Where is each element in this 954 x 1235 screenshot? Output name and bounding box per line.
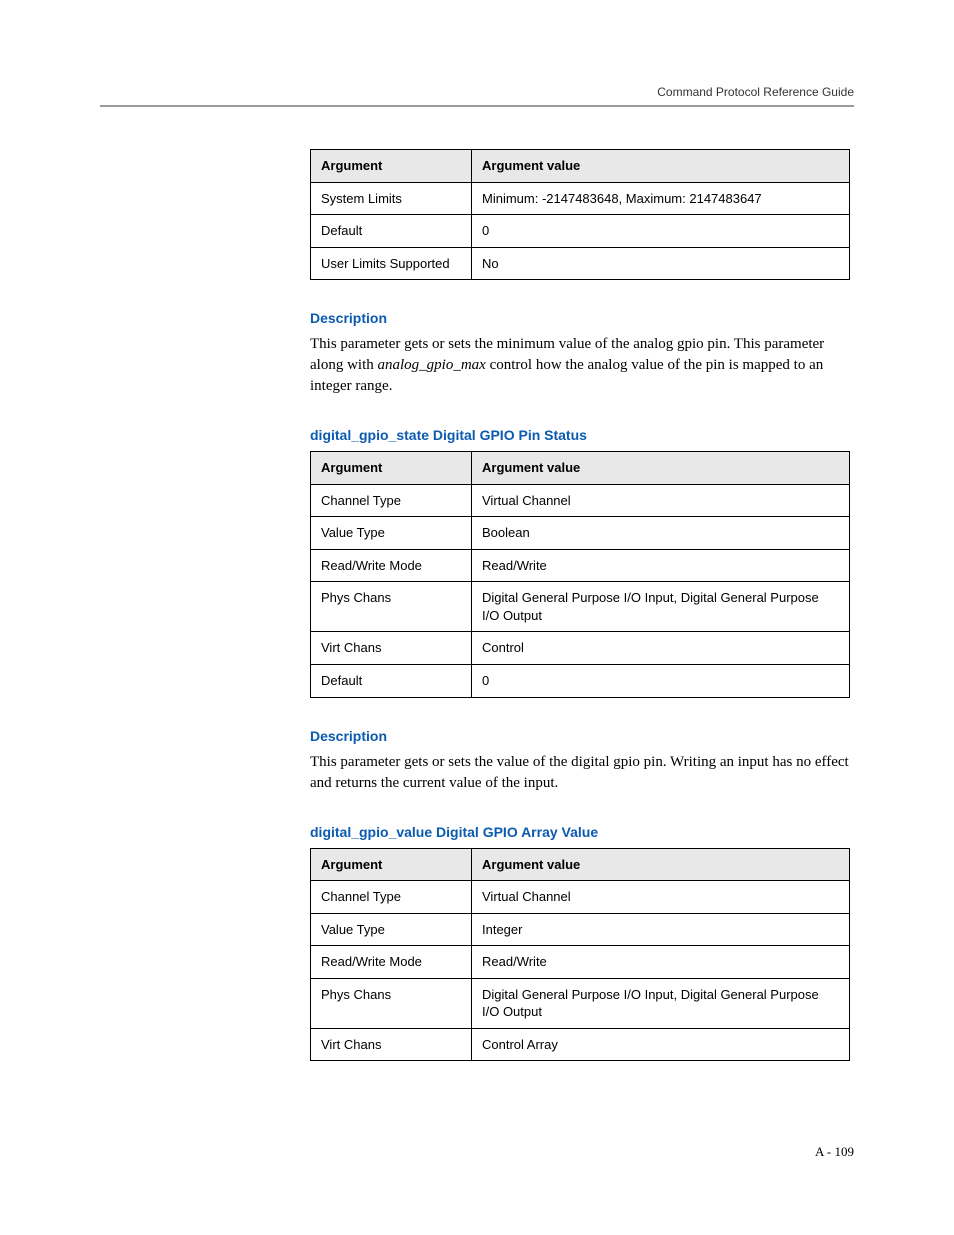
cell-value: Digital General Purpose I/O Input, Digit… [472,582,850,632]
table-row: Default 0 [311,215,850,248]
cell-argument: Phys Chans [311,582,472,632]
cell-argument: Channel Type [311,881,472,914]
table-row: Channel Type Virtual Channel [311,881,850,914]
desc-text-em: analog_gpio_max [378,357,486,373]
cell-argument: Value Type [311,913,472,946]
table-row: Virt Chans Control Array [311,1028,850,1061]
cell-value: Virtual Channel [472,484,850,517]
content-area: Argument Argument value System Limits Mi… [310,149,850,1061]
col-header-argument: Argument [311,848,472,881]
cell-value: 0 [472,665,850,698]
table-row: Value Type Integer [311,913,850,946]
cell-argument: Virt Chans [311,632,472,665]
section-heading-digital-gpio-state: digital_gpio_state Digital GPIO Pin Stat… [310,427,850,443]
table-row: Read/Write Mode Read/Write [311,549,850,582]
cell-value: Control Array [472,1028,850,1061]
cell-value: Read/Write [472,549,850,582]
cell-argument: User Limits Supported [311,247,472,280]
cell-argument: Channel Type [311,484,472,517]
page-number: A - 109 [815,1144,854,1160]
table-header-row: Argument Argument value [311,150,850,183]
description-paragraph: This parameter gets or sets the minimum … [310,334,850,397]
cell-value: Minimum: -2147483648, Maximum: 214748364… [472,182,850,215]
running-head: Command Protocol Reference Guide [100,85,854,99]
argument-table-1: Argument Argument value System Limits Mi… [310,149,850,280]
table-row: Phys Chans Digital General Purpose I/O I… [311,582,850,632]
table-row: Phys Chans Digital General Purpose I/O I… [311,978,850,1028]
col-header-argument-value: Argument value [472,848,850,881]
cell-argument: System Limits [311,182,472,215]
document-page: Command Protocol Reference Guide Argumen… [0,0,954,1235]
table-row: Value Type Boolean [311,517,850,550]
cell-value: Read/Write [472,946,850,979]
cell-value: Boolean [472,517,850,550]
cell-argument: Default [311,665,472,698]
cell-value: No [472,247,850,280]
argument-table-2: Argument Argument value Channel Type Vir… [310,451,850,697]
table-row: User Limits Supported No [311,247,850,280]
cell-argument: Read/Write Mode [311,549,472,582]
cell-argument: Default [311,215,472,248]
col-header-argument: Argument [311,150,472,183]
cell-argument: Virt Chans [311,1028,472,1061]
table-row: System Limits Minimum: -2147483648, Maxi… [311,182,850,215]
cell-argument: Read/Write Mode [311,946,472,979]
col-header-argument-value: Argument value [472,150,850,183]
col-header-argument: Argument [311,452,472,485]
col-header-argument-value: Argument value [472,452,850,485]
section-heading-digital-gpio-value: digital_gpio_value Digital GPIO Array Va… [310,824,850,840]
cell-value: 0 [472,215,850,248]
table-row: Read/Write Mode Read/Write [311,946,850,979]
table-header-row: Argument Argument value [311,452,850,485]
cell-value: Virtual Channel [472,881,850,914]
cell-value: Control [472,632,850,665]
cell-value: Digital General Purpose I/O Input, Digit… [472,978,850,1028]
header-rule [100,105,854,107]
argument-table-3: Argument Argument value Channel Type Vir… [310,848,850,1062]
description-heading: Description [310,310,850,326]
table-row: Default 0 [311,665,850,698]
table-row: Virt Chans Control [311,632,850,665]
cell-argument: Phys Chans [311,978,472,1028]
cell-argument: Value Type [311,517,472,550]
cell-value: Integer [472,913,850,946]
table-row: Channel Type Virtual Channel [311,484,850,517]
table-header-row: Argument Argument value [311,848,850,881]
description-paragraph: This parameter gets or sets the value of… [310,752,850,794]
description-heading: Description [310,728,850,744]
